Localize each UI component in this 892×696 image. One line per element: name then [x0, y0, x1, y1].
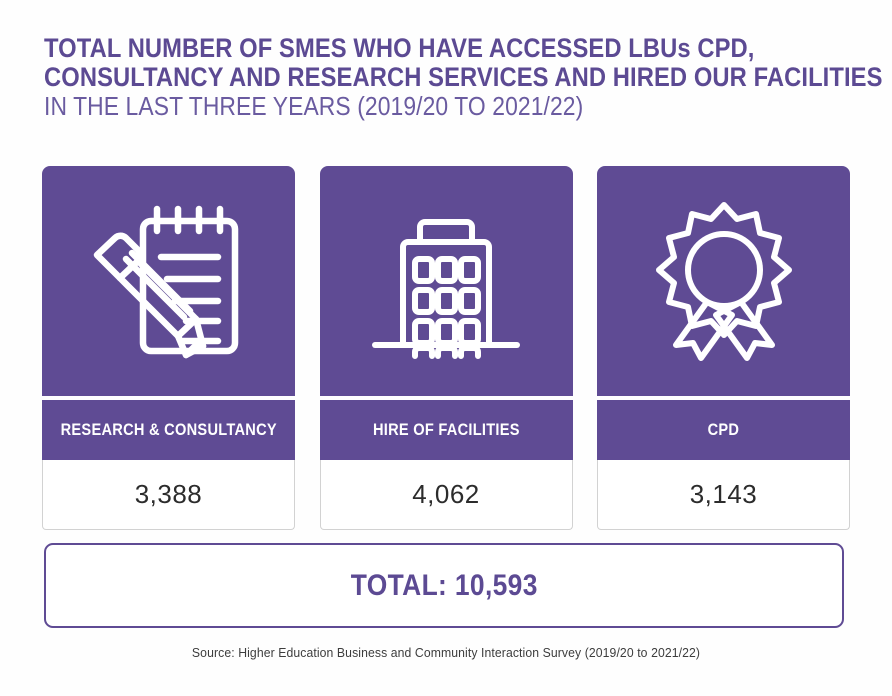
card-label-band-hire-of-facilities: HIRE OF FACILITIES [319, 400, 573, 460]
total-value-text: TOTAL: 10,593 [350, 568, 538, 602]
card-label-band-research-consultancy: RESEARCH & CONSULTANCY [42, 400, 295, 460]
total-bar: TOTAL: 10,593 [44, 543, 844, 628]
metric-card-research-consultancy: RESEARCH & CONSULTANCY 3,388 [42, 166, 295, 530]
card-value-box-hire-of-facilities: 4,062 [319, 460, 573, 530]
card-label-band-cpd: CPD [597, 400, 850, 460]
office-building-icon [362, 197, 530, 365]
notepad-pencil-icon [85, 197, 253, 365]
source-caption: Source: Higher Education Business and Co… [191, 645, 701, 660]
icon-panel-hire-of-facilities [319, 166, 573, 396]
card-divider-gap [319, 396, 573, 400]
card-value-cpd: 3,143 [689, 479, 758, 509]
icon-panel-research-consultancy [42, 166, 295, 396]
card-label-research-consultancy: RESEARCH & CONSULTANCY [60, 420, 277, 439]
card-value-research-consultancy: 3,388 [134, 479, 203, 509]
card-label-hire-of-facilities: HIRE OF FACILITIES [372, 420, 520, 439]
card-divider-gap [597, 396, 850, 400]
card-label-cpd: CPD [707, 420, 740, 439]
metric-card-cpd: CPD 3,143 [597, 166, 850, 530]
metric-cards-row: RESEARCH & CONSULTANCY 3,388 [42, 166, 850, 530]
award-ribbon-icon [640, 197, 808, 365]
metric-card-hire-of-facilities: HIRE OF FACILITIES 4,062 [319, 166, 573, 530]
page-title-line-3: IN THE LAST THREE YEARS (2019/20 TO 2021… [44, 91, 584, 121]
page-title: TOTAL NUMBER OF SMES WHO HAVE ACCESSED L… [44, 33, 883, 121]
icon-panel-cpd [597, 166, 850, 396]
card-divider-gap [42, 396, 295, 400]
card-value-hire-of-facilities: 4,062 [412, 479, 480, 509]
page-title-line-2: CONSULTANCY AND RESEARCH SERVICES AND HI… [44, 62, 883, 92]
card-value-box-research-consultancy: 3,388 [42, 460, 295, 530]
page-title-line-1: TOTAL NUMBER OF SMES WHO HAVE ACCESSED L… [44, 33, 755, 63]
card-value-box-cpd: 3,143 [597, 460, 850, 530]
